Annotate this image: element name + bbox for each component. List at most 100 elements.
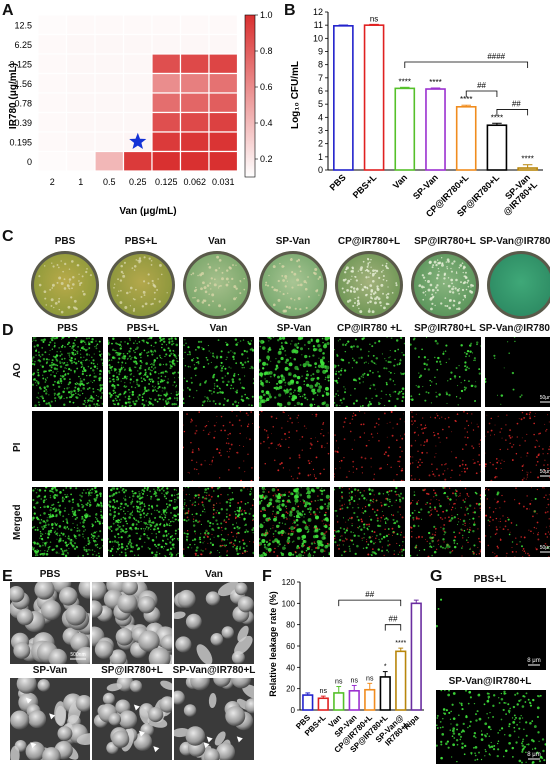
fluorescence-image (334, 487, 405, 557)
panel-letter-c: C (2, 228, 14, 245)
fluorescence-image (258, 337, 330, 407)
plate-label: SP-Van@IR780+L (479, 236, 550, 247)
x-category-label: PBS (328, 172, 348, 192)
agar-plate-image (335, 251, 403, 319)
plate-label: PBS+L (124, 236, 158, 247)
heatmap-ytick: 0.195 (9, 137, 32, 147)
colorbar-tick: 0.8 (260, 46, 273, 56)
y-tick-label: 5 (318, 99, 323, 109)
x-category-label: SP-Van (411, 172, 440, 201)
fluorescence-grid: PBS PBS+L Van SP-Van CP@IR780 +L SP@IR780+L SP… (0, 322, 550, 566)
scalebar-label: 50μm (540, 395, 550, 401)
heatmap-cell (179, 53, 210, 75)
heatmap-cell (122, 111, 153, 133)
heatmap-cell (179, 111, 210, 133)
plate-label: PBS (54, 236, 76, 247)
heatmap-cell (179, 14, 210, 36)
significance-label: **** (429, 78, 441, 87)
bar (333, 692, 345, 711)
heatmap-xtick: 0.062 (183, 177, 206, 187)
bar (517, 167, 538, 171)
fluorescence-image (258, 411, 330, 481)
panel-g-fluorescence-image: 8 μm (436, 690, 546, 764)
heatmap-cell (151, 150, 182, 172)
heatmap-cell (122, 92, 153, 114)
x-category-label: PBS+L (351, 172, 379, 200)
heatmap-cell (179, 131, 210, 153)
x-category-label: SP-Van@IR780+L (494, 172, 539, 217)
fluorescence-row-label: AO (12, 363, 23, 378)
heatmap-cell (94, 14, 125, 36)
y-tick-label: 60 (286, 642, 295, 651)
panel-g-label: PBS+L (473, 574, 507, 585)
fluorescence-image (107, 487, 179, 557)
sem-label: SP@IR780+L (101, 665, 163, 676)
y-tick-label: 120 (282, 578, 296, 587)
fluorescence-column-label: PBS+L (126, 323, 160, 334)
heatmap-cell (65, 111, 96, 133)
heatmap-cell (151, 72, 182, 94)
heatmap-ytick: 1.56 (14, 79, 32, 89)
bracket-label: ## (477, 81, 486, 90)
y-tick-label: 8 (318, 60, 323, 70)
bar (348, 690, 360, 711)
heatmap-cell (208, 111, 239, 133)
heatmap-xtick: 0.25 (129, 177, 147, 187)
heatmap-cell (37, 131, 68, 153)
heatmap-cell (94, 33, 125, 55)
sem-image (92, 582, 172, 664)
heatmap-cell (122, 72, 153, 94)
significance-label: * (384, 664, 387, 671)
heatmap-cell (37, 14, 68, 36)
bar (455, 106, 477, 171)
panel-g-images: PBS+L 8 μm SP-Van@IR780+L 8 μm (430, 568, 550, 767)
significance-label: ns (320, 688, 328, 695)
heatmap-cell (151, 131, 182, 153)
significance-label: ns (351, 677, 359, 684)
y-tick-label: 7 (318, 73, 323, 83)
fluorescence-image (334, 337, 405, 407)
colorbar-tick: 0.6 (260, 82, 273, 92)
panel-letter-e: E (2, 568, 13, 585)
panel-g-scalebar-label: 8 μm (527, 658, 540, 664)
panel-letter-a: A (2, 2, 14, 19)
panel-g-label: SP-Van@IR780+L (448, 676, 532, 687)
heatmap-cell (37, 111, 68, 133)
y-tick-label: 11 (314, 20, 323, 30)
fluorescence-image (183, 411, 254, 481)
heatmap-cell (94, 131, 125, 153)
heatmap-cell (65, 14, 96, 36)
heatmap-cell (208, 131, 239, 153)
heatmap-xtick: 2 (50, 177, 55, 187)
heatmap-cell (208, 14, 239, 36)
panel-g-fluorescence-image: 8 μm (436, 588, 546, 670)
plate-label: Van (208, 236, 226, 247)
agar-plate-image (259, 251, 327, 319)
fluorescence-image (409, 337, 481, 407)
colorbar-tick: 0.2 (260, 154, 273, 164)
fluorescence-image (183, 487, 254, 557)
fluorescence-image (183, 337, 254, 407)
fluorescence-row-label: Merged (12, 504, 23, 540)
plate-label: SP-Van (275, 236, 311, 247)
y-tick-label: 3 (318, 126, 323, 136)
heatmap-cell (37, 92, 68, 114)
bar (425, 88, 446, 171)
y-tick-label: 9 (318, 47, 323, 57)
heatmap-cell (65, 72, 96, 94)
fluorescence-image (409, 411, 481, 481)
heatmap-cell (37, 33, 68, 55)
sem-image (174, 582, 254, 664)
significance-label: ns (366, 675, 374, 682)
heatmap-cell (122, 14, 153, 36)
leakage-ylabel: Relative leakage rate (%) (268, 591, 278, 697)
sem-label: PBS (39, 569, 61, 580)
heatmap-cell (122, 150, 153, 172)
heatmap-ytick: 0 (27, 157, 32, 167)
bar (486, 124, 508, 171)
heatmap-cell (151, 33, 182, 55)
fluorescence-image (32, 337, 103, 407)
fluorescence-column-label: Van (209, 323, 228, 334)
heatmap-cell (65, 131, 96, 153)
panel-letter-f: F (262, 568, 272, 585)
